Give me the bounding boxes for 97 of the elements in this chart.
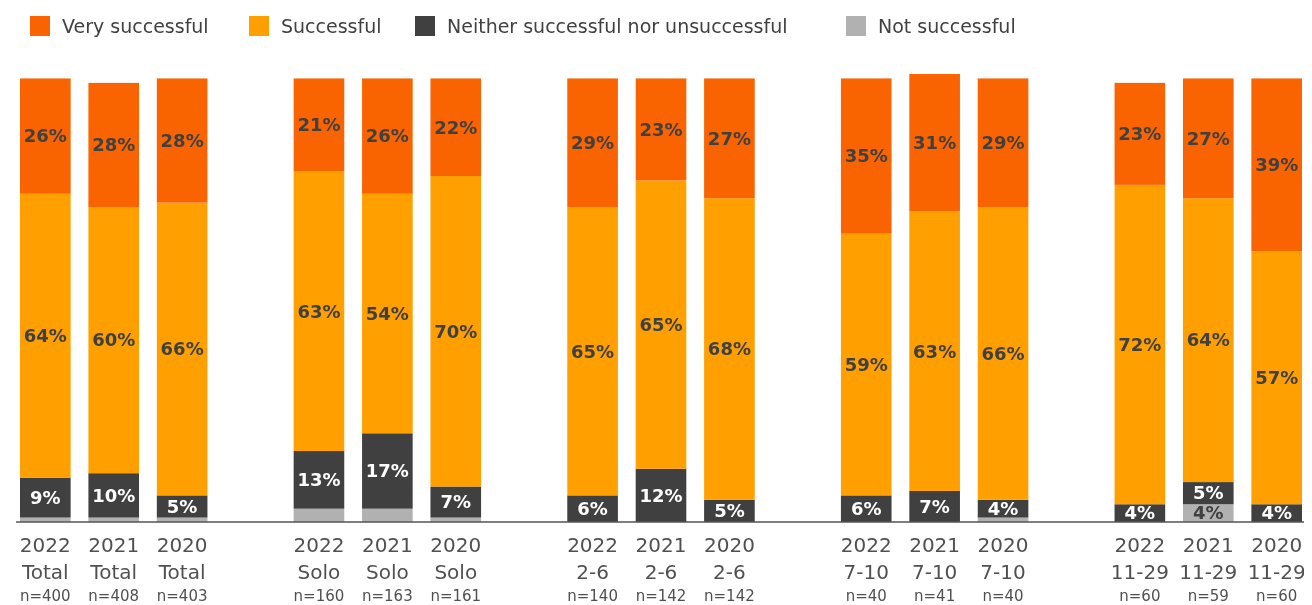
data-label: 72% [1118, 333, 1162, 355]
data-label: 70% [434, 320, 478, 342]
x-tick-label: 2021 Solo n=163 [361, 533, 413, 605]
data-label: 17% [365, 460, 409, 482]
legend-label: Very successful [62, 14, 209, 37]
bar [1182, 78, 1234, 199]
data-label: 26% [365, 125, 409, 147]
data-label: 9% [30, 486, 61, 508]
bar [1251, 251, 1302, 505]
legend-label: Not successful [878, 14, 1016, 37]
bar [977, 78, 1029, 208]
bar [567, 78, 618, 208]
data-label: 65% [639, 313, 683, 335]
bar [293, 171, 345, 452]
bar [430, 78, 482, 177]
bar [1182, 198, 1234, 483]
legend-label: Successful [281, 14, 382, 37]
bar [1251, 78, 1302, 252]
x-tick-label: 2022 7-10 n=40 [840, 533, 892, 605]
x-tick-label: 2021 11-29 n=59 [1179, 533, 1238, 605]
x-tick-label: 2021 2-6 n=142 [635, 533, 687, 605]
x-tick-label: 2022 Solo n=160 [293, 533, 345, 605]
data-label: 63% [297, 300, 341, 322]
x-tick-label: 2020 Solo n=161 [430, 533, 482, 605]
x-tick-label: 2020 2-6 n=142 [703, 533, 755, 605]
data-label: 63% [913, 340, 957, 362]
bar [840, 78, 892, 234]
data-label: 6% [850, 497, 882, 519]
data-label: 64% [1186, 329, 1230, 351]
x-tick-label: 2020 Total n=403 [156, 533, 208, 605]
data-label: 65% [571, 340, 615, 362]
bar [88, 82, 140, 208]
bar [704, 198, 755, 500]
data-label: 7% [919, 495, 950, 517]
data-label: 29% [981, 132, 1025, 154]
bar [20, 193, 71, 478]
data-label: 4% [1193, 502, 1224, 524]
bar [293, 78, 345, 172]
data-label: 4% [1261, 502, 1292, 524]
data-label: 12% [639, 484, 683, 506]
data-label: 68% [707, 338, 751, 360]
bar [362, 508, 413, 522]
data-label: 27% [1186, 127, 1230, 149]
bar [1114, 82, 1166, 185]
bar [362, 193, 413, 434]
x-tick-label: 2020 11-29 n=60 [1247, 533, 1306, 605]
data-label: 10% [92, 484, 136, 506]
x-tick-label: 2022 Total n=400 [19, 533, 71, 605]
bar [430, 176, 482, 487]
bar [635, 180, 687, 469]
data-label: 22% [434, 116, 478, 138]
data-label: 54% [365, 302, 409, 324]
bar [567, 207, 618, 496]
bar [88, 207, 140, 474]
bar [362, 78, 413, 194]
bar [909, 74, 960, 212]
data-label: 13% [297, 469, 341, 491]
bar [977, 207, 1029, 500]
legend-label: Neither successful nor unsuccessful [447, 14, 788, 37]
x-tick-label: 2022 11-29 n=60 [1110, 533, 1169, 605]
data-label: 57% [1255, 367, 1299, 389]
x-tick-label: 2022 2-6 n=140 [567, 533, 619, 605]
bar [635, 78, 687, 181]
data-label: 6% [577, 497, 608, 519]
bar [20, 78, 71, 194]
data-label: 21% [297, 114, 341, 136]
data-label: 64% [23, 325, 67, 346]
x-tick-label: 2020 7-10 n=40 [977, 533, 1029, 605]
data-label: 28% [92, 134, 136, 156]
bar [840, 233, 892, 496]
data-label: 5% [714, 500, 745, 522]
data-label: 60% [92, 329, 136, 351]
bar [909, 211, 960, 491]
data-label: 4% [987, 497, 1019, 519]
bar [362, 433, 413, 509]
data-label: 5% [166, 495, 198, 517]
data-label: 26% [23, 125, 67, 147]
data-label: 23% [639, 118, 683, 140]
data-label: 23% [1118, 123, 1162, 145]
data-label: 35% [844, 145, 888, 167]
bar [704, 78, 755, 199]
data-label: 29% [571, 132, 615, 154]
data-label: 39% [1255, 154, 1299, 176]
bar [1114, 184, 1166, 505]
x-tick-label: 2021 Total n=408 [88, 533, 140, 605]
data-label: 7% [440, 491, 472, 513]
data-label: 27% [707, 127, 751, 149]
bar [156, 202, 208, 496]
data-label: 28% [160, 129, 204, 151]
data-label: 59% [844, 353, 888, 375]
data-label: 31% [913, 132, 957, 154]
bar [156, 78, 208, 203]
x-tick-label: 2021 7-10 n=41 [909, 533, 961, 605]
data-label: 4% [1124, 502, 1156, 524]
data-label: 66% [981, 342, 1025, 364]
data-label: 66% [160, 338, 204, 360]
data-label: 5% [1193, 482, 1224, 504]
